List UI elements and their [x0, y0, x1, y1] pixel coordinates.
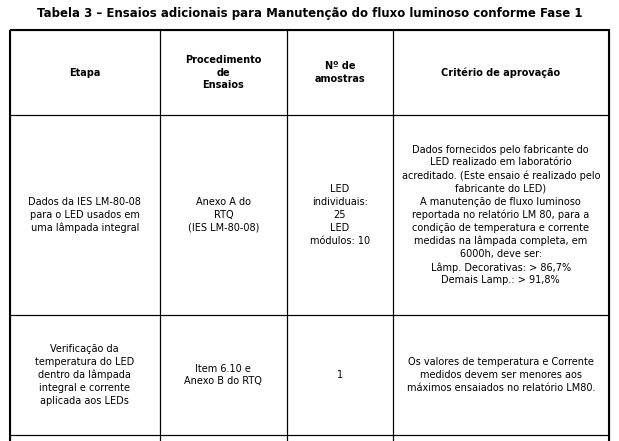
Bar: [392, 30, 609, 115]
Text: 1: 1: [337, 370, 343, 380]
Bar: [160, 115, 287, 315]
Bar: [160, 315, 287, 435]
Bar: [160, 30, 287, 115]
Text: Item 6.10 e
Anexo B do RTQ: Item 6.10 e Anexo B do RTQ: [184, 363, 262, 386]
Bar: [392, 435, 609, 441]
Text: Etapa: Etapa: [69, 67, 100, 78]
Bar: [10, 30, 160, 115]
Bar: [392, 315, 609, 435]
Bar: [10, 315, 160, 435]
Text: Tabela 3 – Ensaios adicionais para Manutenção do fluxo luminoso conforme Fase 1: Tabela 3 – Ensaios adicionais para Manut…: [37, 7, 582, 19]
Text: Anexo A do
RTQ
(IES LM-80-08): Anexo A do RTQ (IES LM-80-08): [188, 197, 259, 233]
Bar: [287, 115, 392, 315]
Text: LED
individuais:
25
LED
módulos: 10: LED individuais: 25 LED módulos: 10: [310, 184, 370, 246]
Text: Procedimento
de
Ensaios: Procedimento de Ensaios: [185, 55, 262, 90]
Text: Nº de
amostras: Nº de amostras: [314, 61, 365, 84]
Bar: [10, 435, 160, 441]
Bar: [160, 435, 287, 441]
Text: Os valores de temperatura e Corrente
medidos devem ser menores aos
máximos ensai: Os valores de temperatura e Corrente med…: [407, 357, 595, 393]
Bar: [287, 435, 392, 441]
Text: Dados da IES LM-80-08
para o LED usados em
uma lâmpada integral: Dados da IES LM-80-08 para o LED usados …: [28, 197, 141, 233]
Bar: [10, 115, 160, 315]
Text: Critério de aprovação: Critério de aprovação: [441, 67, 560, 78]
Bar: [287, 315, 392, 435]
Text: Verificação da
temperatura do LED
dentro da lâmpada
integral e corrente
aplicada: Verificação da temperatura do LED dentro…: [35, 344, 134, 406]
Bar: [287, 30, 392, 115]
Bar: [392, 115, 609, 315]
Text: Dados fornecidos pelo fabricante do
LED realizado em laboratório
acreditado. (Es: Dados fornecidos pelo fabricante do LED …: [402, 145, 600, 285]
